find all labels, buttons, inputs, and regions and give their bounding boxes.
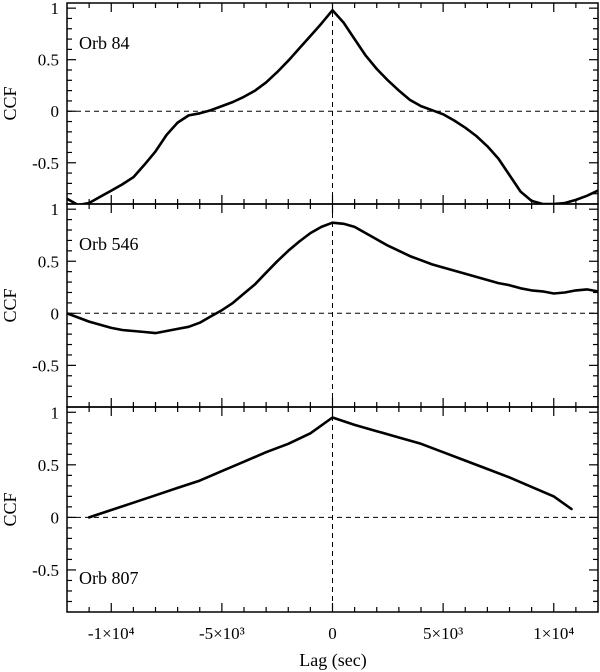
- y-tick-label: -0.5: [32, 356, 59, 375]
- x-axis-label: Lag (sec): [299, 650, 366, 671]
- y-tick-label: 0.5: [38, 252, 59, 271]
- panel-3: 1 0.5 0 -0.5 CCF Orb 807: [0, 403, 599, 613]
- y-tick-label: 1: [51, 403, 60, 422]
- ccf-series-line: [87, 416, 573, 519]
- x-tick-labels: -1×10⁴ -5×10³ 0 5×10³ 1×10⁴: [88, 624, 574, 643]
- panels-layer: 1 0.5 0 -0.5 CCF Orb 84 1 0.5 0 -0.5 CCF Orb 546 1 0.…: [0, 0, 599, 613]
- panel-2: 1 0.5 0 -0.5 CCF Orb 546: [0, 200, 599, 408]
- x-tick-label: 1×10⁴: [533, 624, 574, 643]
- panel-label: Orb 84: [79, 33, 130, 53]
- y-axis-label: CCF: [0, 86, 20, 120]
- y-tick-label: 0: [51, 102, 60, 121]
- y-axis-label: CCF: [0, 288, 20, 322]
- ccf-series-line: [67, 221, 598, 335]
- y-tick-label: -0.5: [32, 561, 59, 580]
- y-axis-label: CCF: [0, 492, 20, 526]
- x-tick-label: -1×10⁴: [88, 624, 135, 643]
- x-tick-label: 5×10³: [423, 624, 463, 643]
- panel-1: 1 0.5 0 -0.5 CCF Orb 84: [0, 0, 599, 205]
- y-tick-label: 0.5: [38, 51, 59, 70]
- panel-label: Orb 546: [79, 234, 139, 254]
- y-tick-label: 1: [51, 0, 60, 18]
- y-tick-label: -0.5: [32, 154, 59, 173]
- y-tick-label: 0: [51, 508, 60, 527]
- y-tick-label: 1: [51, 200, 60, 219]
- x-tick-label: -5×10³: [199, 624, 245, 643]
- y-tick-label: 0: [51, 304, 60, 323]
- x-tick-label: 0: [328, 624, 337, 643]
- panel-label: Orb 807: [79, 568, 139, 588]
- y-tick-label: 0.5: [38, 456, 59, 475]
- ccf-series-line: [67, 8, 598, 204]
